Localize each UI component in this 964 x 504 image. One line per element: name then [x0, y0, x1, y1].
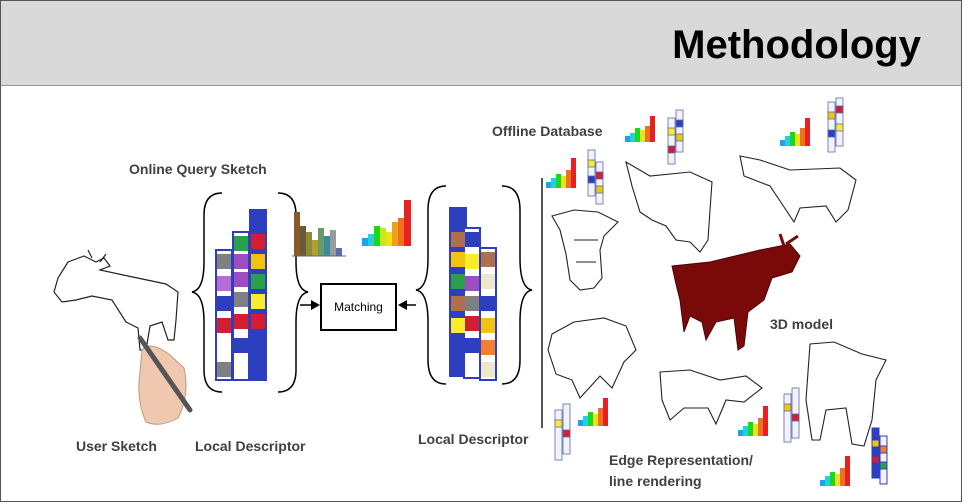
- online-query-label: Online Query Sketch: [129, 161, 267, 177]
- db-histogram-5: [738, 406, 768, 436]
- db-cow-grazing: [659, 369, 763, 426]
- db-descriptor-3: [827, 97, 844, 153]
- db-histogram-3: [780, 118, 810, 146]
- db-descriptor-5: [783, 387, 800, 443]
- slide-title: Methodology: [672, 23, 921, 67]
- db-cow-rear: [805, 341, 887, 447]
- right-local-descriptor-label: Local Descriptor: [418, 431, 529, 447]
- matching-label: Matching: [334, 300, 383, 314]
- right-descriptor-cells: [451, 232, 495, 377]
- matching-box: Matching: [320, 283, 397, 331]
- arrow-from-right: [398, 300, 416, 310]
- db-cow-lying: [547, 317, 637, 399]
- db-descriptor-1: [667, 109, 684, 165]
- matching-histogram-color: [362, 200, 411, 246]
- right-brace-open: [415, 185, 447, 385]
- left-brace-open: [191, 192, 223, 393]
- db-histogram-6: [820, 456, 850, 486]
- db-cow-side: [739, 155, 857, 224]
- line-rendering-label: line rendering: [609, 473, 702, 489]
- db-descriptor-6: [871, 427, 888, 485]
- db-histogram-2: [546, 158, 576, 188]
- db-histogram-4: [578, 398, 608, 426]
- 3d-model-label: 3D model: [770, 316, 834, 332]
- hand-with-pen: [137, 335, 193, 425]
- 3d-cow-model: [671, 233, 801, 351]
- left-descriptor-cells: [217, 234, 265, 377]
- arrow-to-matching: [300, 300, 320, 310]
- db-cow-walking: [625, 160, 713, 253]
- user-sketch-cow: [53, 249, 179, 351]
- right-brace-close: [501, 185, 533, 385]
- db-descriptor-2: [587, 149, 604, 205]
- left-brace-close: [277, 192, 309, 393]
- header-bar: Methodology: [1, 1, 961, 86]
- left-local-descriptor-label: Local Descriptor: [195, 438, 306, 454]
- user-sketch-label: User Sketch: [76, 438, 157, 454]
- db-histogram-1: [625, 116, 655, 142]
- query-histogram-muted: [292, 212, 346, 257]
- edge-representation-label: Edge Representation/: [609, 452, 753, 468]
- offline-database-label: Offline Database: [492, 123, 603, 139]
- db-descriptor-4: [554, 403, 571, 461]
- db-cow-front: [551, 209, 619, 291]
